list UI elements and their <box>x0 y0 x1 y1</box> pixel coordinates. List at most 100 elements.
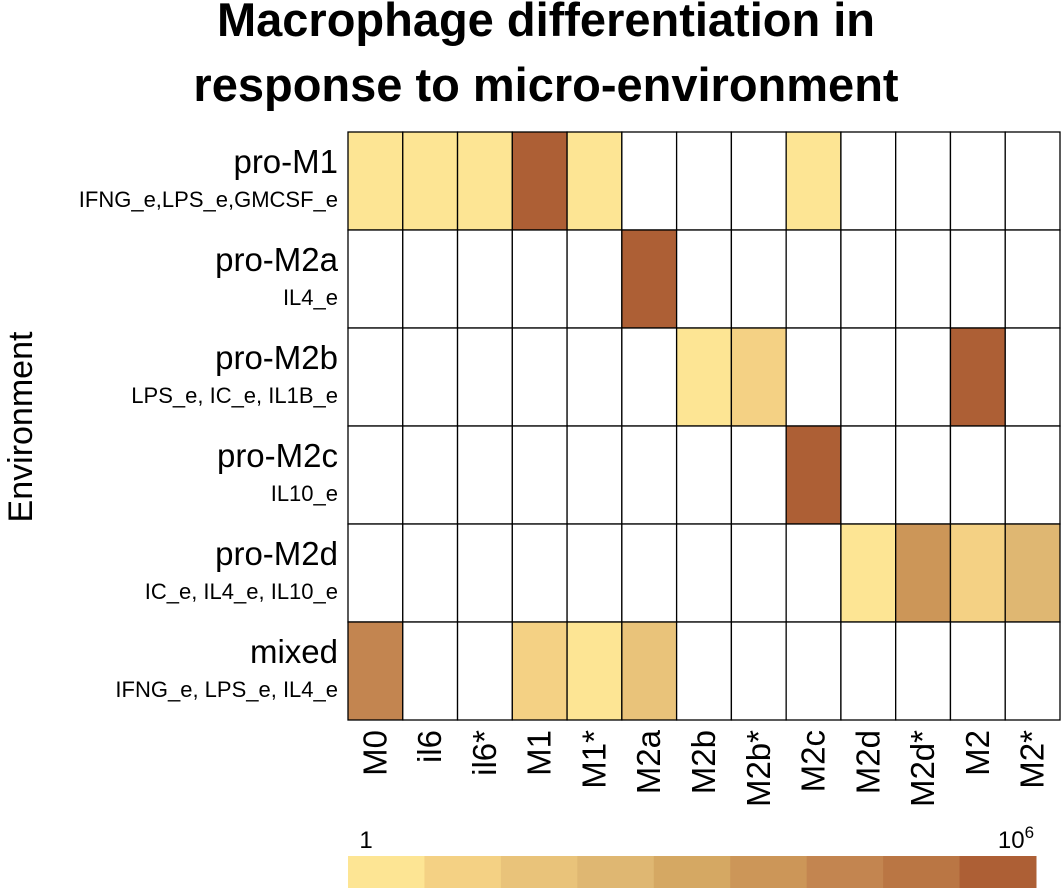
heatmap-cell-pro-M1-M2b* <box>730 131 787 231</box>
color-scale-max-label: 106 <box>998 823 1034 854</box>
column-label-M2*: M2* <box>1014 730 1051 789</box>
column-label-M1: M1 <box>521 730 558 776</box>
heatmap-cell-pro-M2a-M2b <box>675 229 733 329</box>
column-label-il6: il6 <box>411 730 448 763</box>
heatmap-cells <box>347 131 1061 721</box>
row-label-pro-M2d: pro-M2d <box>215 535 338 572</box>
column-label-M2: M2 <box>959 730 996 776</box>
heatmap-cell-pro-M2a-M2* <box>1004 229 1061 329</box>
heatmap-cell-pro-M2a-M2 <box>949 229 1006 329</box>
heatmap-cell-pro-M2b-M1* <box>566 327 623 427</box>
heatmap-cell-pro-M1-M2a <box>621 131 678 231</box>
heatmap-cell-mixed-M2d* <box>895 621 952 721</box>
heatmap-cell-pro-M2b-M2d* <box>895 327 952 427</box>
heatmap-cell-pro-M1-M1* <box>566 131 623 231</box>
heatmap-cell-pro-M1-M0 <box>347 131 404 231</box>
color-scale-swatch <box>730 856 808 888</box>
row-inputs-mixed: IFNG_e, LPS_e, IL4_e <box>115 677 338 702</box>
column-labels: M0 il6 il6* M1 M1* M2a M2b M2b* M2c M2d M2d* M2 M2* <box>356 729 1050 807</box>
heatmap-cell-pro-M2a-M2d <box>840 229 897 329</box>
heatmap-cell-pro-M2c-il6 <box>402 425 459 525</box>
color-scale-swatch <box>348 856 425 888</box>
heatmap-cell-pro-M1-M2b <box>675 131 733 231</box>
heatmap-cell-pro-M2a-M2b* <box>730 229 787 329</box>
heatmap-cell-pro-M2b-M2b <box>675 327 733 427</box>
heatmap-cell-mixed-M1* <box>566 621 623 721</box>
heatmap-cell-pro-M1-M2* <box>1004 131 1061 231</box>
heatmap-cell-pro-M2b-il6* <box>456 327 513 427</box>
row-inputs-pro-M2b: LPS_e, IC_e, IL1B_e <box>131 383 338 408</box>
heatmap-cell-pro-M2c-M2b* <box>730 425 787 525</box>
row-label-pro-M1: pro-M1 <box>233 143 338 180</box>
color-scale-swatch <box>424 856 502 888</box>
column-label-M2d: M2d <box>849 730 886 794</box>
heatmap-cell-mixed-M2b* <box>730 621 787 721</box>
heatmap-cell-pro-M2a-il6 <box>402 229 459 329</box>
heatmap-cell-pro-M2c-M2a <box>621 425 678 525</box>
heatmap-cell-pro-M2d-M2b* <box>730 523 787 623</box>
color-scale-swatch <box>883 856 961 888</box>
column-label-M2d*: M2d* <box>904 730 941 807</box>
heatmap-cell-pro-M2b-M2d <box>840 327 897 427</box>
color-scale-swatch <box>577 856 655 888</box>
chart-title-line-1: Macrophage differentiation in <box>217 0 875 46</box>
heatmap-cell-pro-M2a-M1* <box>566 229 623 329</box>
heatmap-cell-pro-M1-M2 <box>949 131 1006 231</box>
heatmap-cell-pro-M2b-il6 <box>402 327 459 427</box>
heatmap-cell-pro-M2c-M2d <box>840 425 897 525</box>
row-label-pro-M2a: pro-M2a <box>215 241 339 278</box>
column-label-M2b*: M2b* <box>740 730 777 807</box>
color-scale-bar <box>348 856 1037 888</box>
row-inputs-pro-M2d: IC_e, IL4_e, IL10_e <box>145 579 338 604</box>
heatmap-cell-pro-M2a-M2d* <box>895 229 952 329</box>
heatmap-cell-pro-M2d-il6 <box>402 523 459 623</box>
heatmap-cell-pro-M2c-M1 <box>511 425 568 525</box>
row-label-mixed: mixed <box>250 633 338 670</box>
heatmap-cell-mixed-M2b <box>675 621 733 721</box>
heatmap-cell-pro-M1-M2d* <box>895 131 952 231</box>
heatmap-cell-pro-M2b-M2b* <box>730 327 787 427</box>
heatmap-cell-pro-M1-M2c <box>785 131 842 231</box>
color-scale-swatch <box>806 856 884 888</box>
color-scale-swatch <box>959 856 1037 888</box>
heatmap-cell-pro-M1-M2d <box>840 131 897 231</box>
heatmap-cell-mixed-il6* <box>456 621 513 721</box>
column-label-M0: M0 <box>356 730 393 776</box>
heatmap-cell-mixed-M2* <box>1004 621 1061 721</box>
chart-title-line-2: response to micro-environment <box>193 58 898 111</box>
heatmap-cell-pro-M2d-il6* <box>456 523 513 623</box>
heatmap-cell-pro-M2d-M1 <box>511 523 568 623</box>
heatmap-cell-pro-M2a-il6* <box>456 229 513 329</box>
heatmap-cell-pro-M2d-M2d <box>840 523 897 623</box>
heatmap-cell-pro-M2d-M2a <box>621 523 678 623</box>
heatmap-cell-pro-M2a-M1 <box>511 229 568 329</box>
column-label-M2c: M2c <box>795 730 832 792</box>
heatmap-cell-pro-M2b-M2 <box>949 327 1006 427</box>
heatmap-cell-mixed-M2d <box>840 621 897 721</box>
row-inputs-pro-M2c: IL10_e <box>271 481 338 506</box>
row-inputs-pro-M1: IFNG_e,LPS_e,GMCSF_e <box>79 187 338 212</box>
heatmap-cell-pro-M2c-il6* <box>456 425 513 525</box>
heatmap-cell-mixed-il6 <box>402 621 459 721</box>
heatmap-cell-pro-M1-il6 <box>402 131 459 231</box>
heatmap-cell-mixed-M1 <box>511 621 568 721</box>
heatmap-cell-mixed-M2c <box>785 621 842 721</box>
heatmap-cell-pro-M2d-M2d* <box>895 523 952 623</box>
heatmap-cell-pro-M2c-M2d* <box>895 425 952 525</box>
heatmap-cell-pro-M2b-M0 <box>347 327 404 427</box>
column-label-M2a: M2a <box>630 729 667 794</box>
heatmap-cell-mixed-M2 <box>949 621 1006 721</box>
heatmap-cell-pro-M2d-M2 <box>949 523 1006 623</box>
heatmap-cell-mixed-M0 <box>347 621 404 721</box>
color-scale-min-label: 1 <box>359 827 372 854</box>
heatmap-cell-pro-M1-M1 <box>511 131 568 231</box>
heatmap-cell-pro-M1-il6* <box>456 131 513 231</box>
column-label-il6*: il6* <box>466 730 503 776</box>
heatmap-cell-pro-M2c-M2* <box>1004 425 1061 525</box>
heatmap-cell-pro-M2c-M1* <box>566 425 623 525</box>
heatmap-cell-pro-M2c-M0 <box>347 425 404 525</box>
column-label-M1*: M1* <box>575 730 612 789</box>
heatmap-cell-pro-M2d-M2b <box>675 523 733 623</box>
y-axis-label: Environment <box>2 331 40 522</box>
